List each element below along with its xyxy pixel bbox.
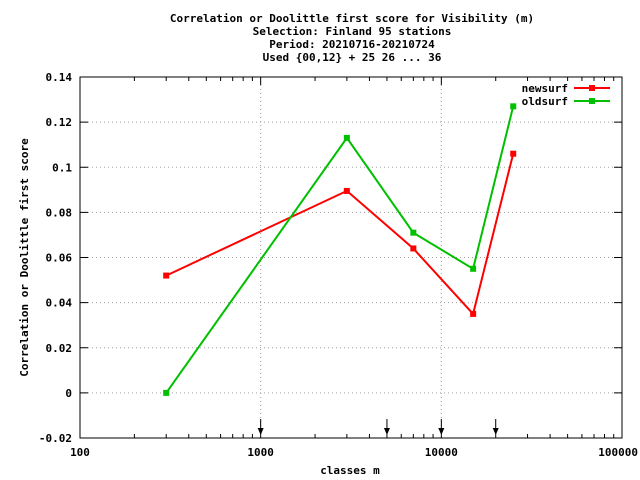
y-tick-label: 0.04 bbox=[46, 297, 73, 310]
title-line-1: Selection: Finland 95 stations bbox=[253, 25, 452, 38]
data-point-newsurf bbox=[163, 272, 170, 279]
arrow-marker bbox=[438, 419, 445, 435]
y-axis: -0.02 0 0.02 0.04 0.06 0.08 0.1 0.12 0.14 bbox=[39, 71, 622, 445]
x-tick-label: 100 bbox=[70, 446, 90, 459]
series-newsurf bbox=[163, 150, 517, 317]
legend-entry-oldsurf: oldsurf bbox=[522, 95, 610, 108]
series-oldsurf bbox=[163, 103, 517, 396]
x-axis: 100 1000 10000 100000 bbox=[70, 77, 638, 459]
legend-label: newsurf bbox=[522, 82, 568, 95]
series-line-newsurf bbox=[165, 153, 515, 316]
title-line-3: Used {00,12} + 25 26 ... 36 bbox=[263, 51, 442, 64]
x-tick-label: 1000 bbox=[247, 446, 274, 459]
data-point-oldsurf bbox=[343, 134, 350, 141]
y-tick-label: 0 bbox=[65, 387, 72, 400]
arrow-marker bbox=[257, 419, 264, 435]
data-point-newsurf bbox=[510, 150, 517, 157]
data-point-newsurf bbox=[410, 245, 417, 252]
data-point-oldsurf bbox=[510, 103, 517, 110]
chart-title: Correlation or Doolittle first score for… bbox=[170, 12, 534, 64]
y-tick-label: 0.12 bbox=[46, 116, 73, 129]
series-line-oldsurf bbox=[165, 106, 515, 394]
y-tick-label: 0.14 bbox=[46, 71, 73, 84]
legend-label: oldsurf bbox=[522, 95, 568, 108]
arrow-marker bbox=[383, 419, 390, 435]
data-point-oldsurf bbox=[410, 229, 417, 236]
y-tick-label: -0.02 bbox=[39, 432, 72, 445]
legend-marker bbox=[589, 98, 595, 104]
arrow-markers bbox=[257, 419, 499, 435]
data-point-oldsurf bbox=[470, 265, 477, 272]
title-line-2: Period: 20210716-20210724 bbox=[269, 38, 435, 51]
data-point-newsurf bbox=[470, 310, 477, 317]
data-point-oldsurf bbox=[163, 389, 170, 396]
y-tick-label: 0.1 bbox=[52, 161, 72, 174]
arrow-marker bbox=[492, 419, 499, 435]
x-tick-label: 10000 bbox=[425, 446, 458, 459]
legend-marker bbox=[589, 85, 595, 91]
y-axis-label: Correlation or Doolittle first score bbox=[18, 138, 31, 377]
series bbox=[163, 103, 517, 396]
x-axis-label: classes m bbox=[320, 464, 380, 477]
y-tick-label: 0.08 bbox=[46, 206, 73, 219]
legend-entry-newsurf: newsurf bbox=[522, 82, 610, 95]
y-tick-label: 0.06 bbox=[46, 252, 73, 265]
data-point-newsurf bbox=[343, 187, 350, 194]
grid bbox=[80, 77, 622, 438]
x-tick-label: 100000 bbox=[598, 446, 638, 459]
y-tick-label: 0.02 bbox=[46, 342, 73, 355]
title-line-0: Correlation or Doolittle first score for… bbox=[170, 12, 534, 25]
